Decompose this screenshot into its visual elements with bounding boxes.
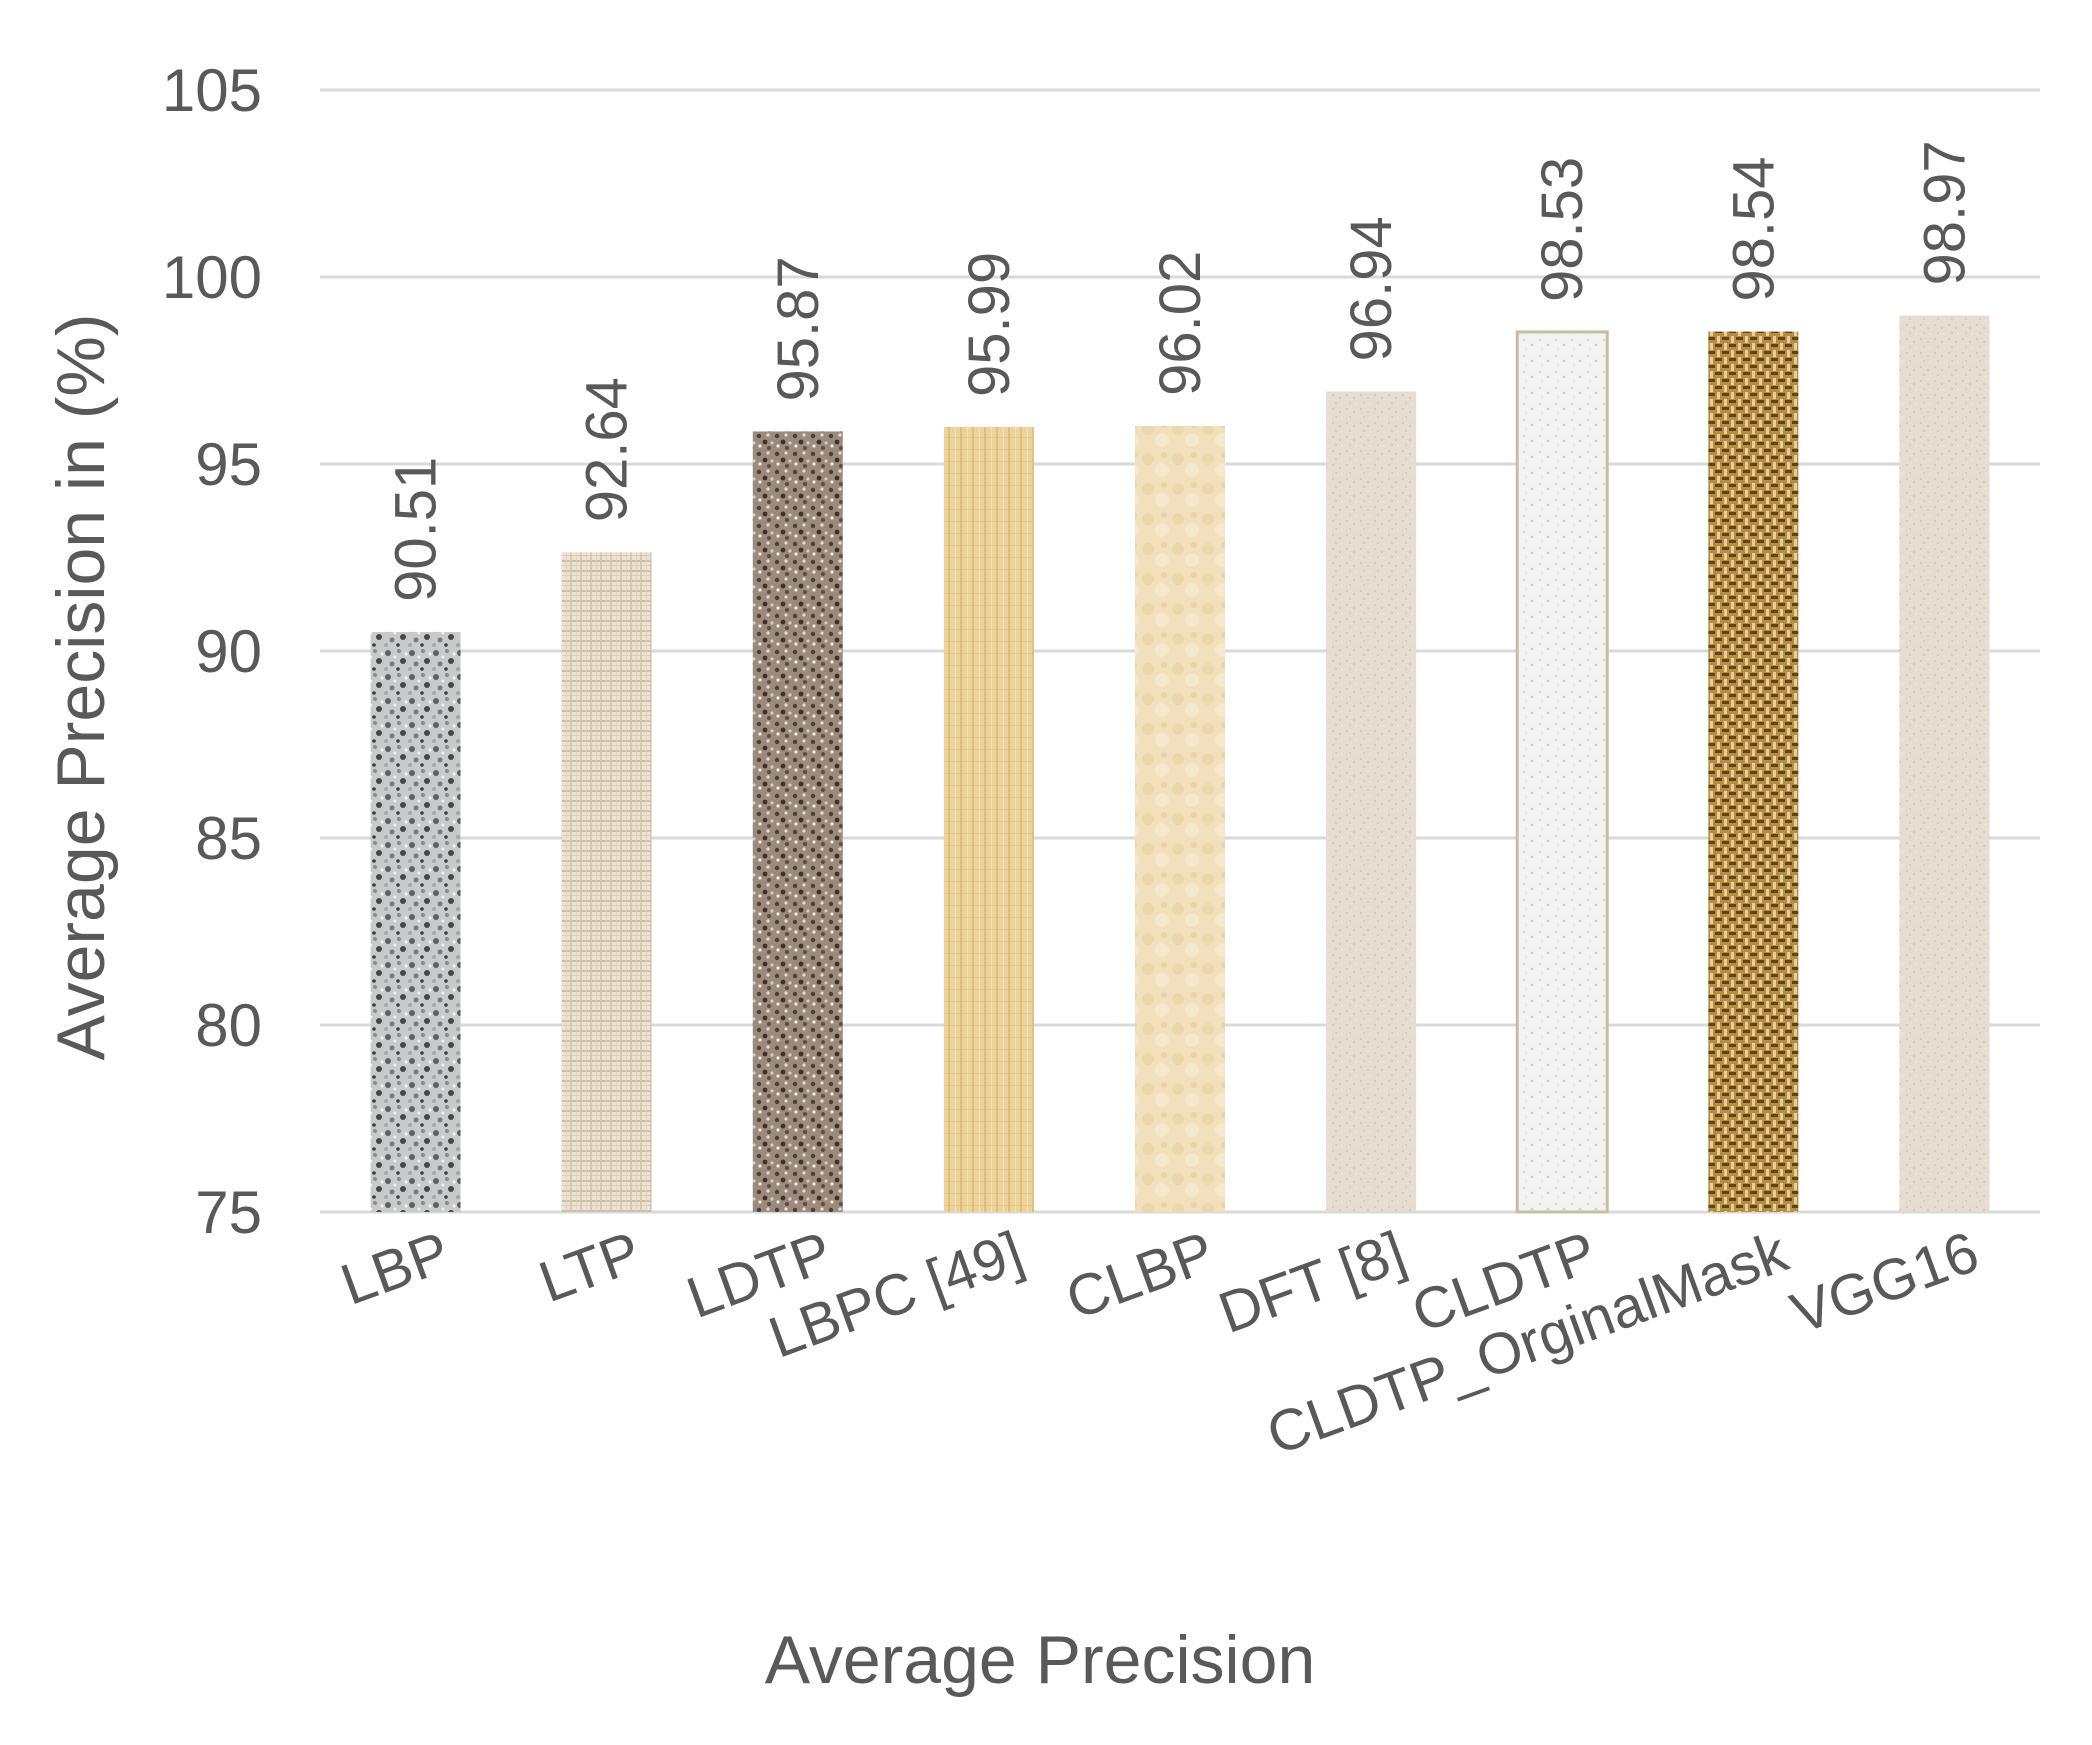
data-label: 98.54 bbox=[1721, 156, 1786, 301]
bars bbox=[370, 315, 1990, 1214]
y-tick-label: 85 bbox=[195, 805, 262, 872]
data-label: 95.99 bbox=[957, 252, 1022, 397]
x-category-label: DFT [8] bbox=[1211, 1219, 1414, 1346]
x-axis-title: Average Precision bbox=[765, 1622, 1316, 1698]
y-tick-label: 95 bbox=[195, 431, 262, 498]
bar-cldtp-orginalmask bbox=[1708, 331, 1799, 1212]
data-label: 92.64 bbox=[575, 377, 640, 522]
y-tick-label: 90 bbox=[195, 618, 262, 685]
data-label: 96.94 bbox=[1339, 216, 1404, 361]
bar-ldtp bbox=[752, 431, 843, 1212]
bar-cldtp bbox=[1515, 330, 1609, 1214]
bar-lbp bbox=[370, 631, 461, 1212]
y-tick-label: 100 bbox=[162, 244, 262, 311]
data-labels: 90.51 92.64 95.87 95.99 96.02 96.94 98.53 98.54… bbox=[384, 140, 1978, 602]
bar-vgg16 bbox=[1899, 315, 1990, 1213]
y-axis-ticks: 75 80 85 90 95 100 105 bbox=[162, 57, 262, 1246]
x-category-label: LBP bbox=[333, 1219, 458, 1318]
data-label: 90.51 bbox=[384, 457, 449, 602]
data-label: 95.87 bbox=[766, 256, 831, 401]
data-label: 96.02 bbox=[1148, 251, 1213, 396]
bar-clbp bbox=[1135, 425, 1225, 1212]
y-tick-label: 105 bbox=[162, 57, 262, 124]
x-category-label: LTP bbox=[531, 1219, 649, 1315]
bar-lbpc-49 bbox=[943, 426, 1034, 1212]
x-category-label: CLBP bbox=[1058, 1219, 1223, 1332]
y-tick-label: 75 bbox=[195, 1179, 262, 1246]
y-tick-label: 80 bbox=[195, 992, 262, 1059]
bar-ltp bbox=[561, 552, 652, 1212]
x-category-label: VGG16 bbox=[1783, 1219, 1987, 1346]
data-label: 98.53 bbox=[1530, 157, 1595, 302]
bar-dft-8 bbox=[1326, 391, 1417, 1213]
data-label: 98.97 bbox=[1912, 140, 1977, 285]
y-axis-title: Average Precision in (%) bbox=[43, 313, 119, 1060]
